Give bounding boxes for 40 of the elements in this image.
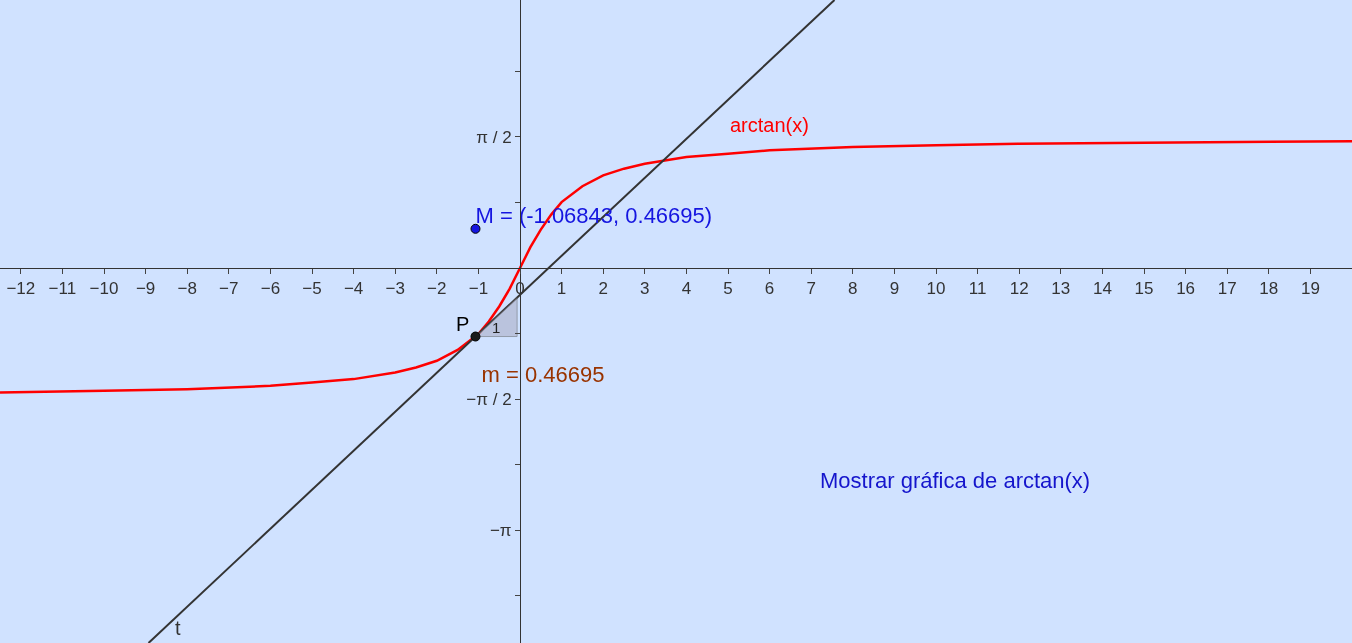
x-tick-label: 4 [681,279,692,299]
x-tick-label: 16 [1176,279,1196,299]
x-tick-label: 17 [1217,279,1237,299]
x-tick-label: 9 [889,279,900,299]
x-tick-label: 15 [1134,279,1154,299]
annotation: Mostrar gráfica de arctan(x) [820,468,1091,493]
x-tick-label: −8 [177,279,197,299]
annotation: 1 [492,318,501,336]
y-tick-label: −π / 2 [466,390,512,410]
x-tick-label: 6 [764,279,775,299]
x-tick-label: −3 [385,279,405,299]
x-tick-label: −11 [48,279,77,299]
x-tick-label: −10 [89,279,119,299]
x-tick-label: 7 [806,279,816,299]
x-tick-label: 3 [640,279,650,299]
x-tick-label: −5 [302,279,322,299]
y-tick-label: −π [489,521,512,541]
x-tick-label: −1 [468,279,489,299]
x-tick-label: 13 [1051,279,1071,299]
series-label: P [456,313,470,335]
y-tick-label: π / 2 [476,127,512,147]
x-tick-label: −6 [260,279,281,299]
x-tick-label: 14 [1092,279,1112,299]
x-tick-label: 12 [1009,279,1029,299]
x-tick-label: 2 [598,279,608,299]
x-tick-label: 11 [968,279,987,299]
x-tick-label: 1 [556,279,567,299]
x-tick-label: 5 [723,279,733,299]
x-tick-label: 19 [1300,279,1320,299]
x-tick-label: 8 [848,279,858,299]
series-label: t [175,617,181,639]
series-label: arctan(x) [730,114,809,136]
x-tick-label: −7 [219,279,239,299]
x-tick-label: −2 [427,279,447,299]
x-tick-label: −9 [135,279,156,299]
x-tick-label: −12 [6,279,36,299]
x-tick-label: −4 [343,279,364,299]
annotation: m = 0.46695 [475,361,605,387]
x-tick-label: 18 [1259,279,1279,299]
x-tick-label: 10 [926,279,946,299]
